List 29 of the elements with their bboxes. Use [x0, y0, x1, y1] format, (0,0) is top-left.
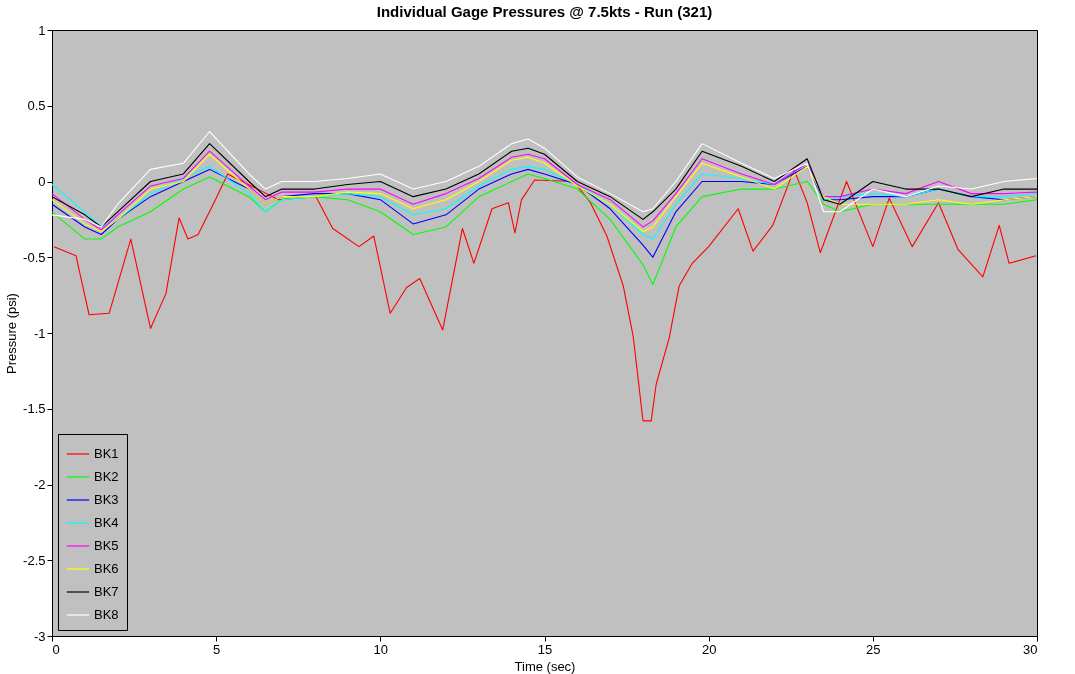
y-tick-label: -2.5	[23, 552, 46, 568]
line-series	[52, 173, 1037, 286]
legend-label: BK5	[94, 538, 119, 553]
x-tick-label: 10	[373, 641, 389, 657]
y-tick-label: -1.5	[23, 401, 46, 417]
legend-label: BK8	[94, 607, 119, 622]
y-axis-title: Pressure (psi)	[4, 293, 20, 374]
legend-label: BK6	[94, 561, 119, 576]
legend-label: BK4	[94, 515, 119, 530]
x-tick-label: 5	[213, 641, 221, 657]
line-series	[53, 168, 1037, 422]
x-tick-label: 15	[537, 641, 553, 657]
legend-label: BK3	[94, 492, 119, 507]
y-tick-label: 0	[38, 174, 46, 189]
x-axis-title: Time (sec)	[514, 658, 576, 674]
x-tick-label: 25	[866, 641, 881, 657]
y-tick-label: 1	[38, 22, 46, 38]
chart-title: Individual Gage Pressures @ 7.5kts - Run (321)	[376, 3, 713, 20]
legend-label: BK2	[94, 469, 119, 484]
y-tick-label: -0.5	[23, 249, 46, 265]
legend-label: BK1	[94, 446, 119, 461]
y-tick-label: -2	[33, 477, 46, 492]
legend-label: BK7	[94, 584, 119, 599]
x-tick-label: 0	[52, 641, 60, 657]
y-tick-label: -1	[33, 325, 46, 341]
x-tick-label: 20	[701, 641, 717, 657]
y-tick-label: 0.5	[27, 98, 46, 114]
y-tick-label: -3	[33, 628, 46, 644]
x-tick-label: 30	[1023, 641, 1038, 657]
